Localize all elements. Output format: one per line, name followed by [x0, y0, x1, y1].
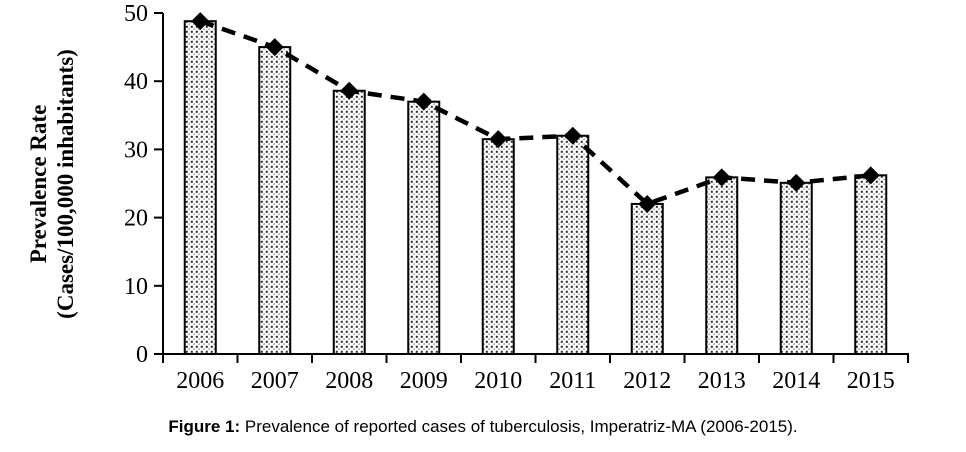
bar-2011 [556, 134, 590, 355]
x-tick-label: 2007 [251, 368, 299, 394]
x-tick-label: 2008 [325, 368, 373, 394]
plot-area: 0 10 20 30 40 50 2006 2007 2008 2009 2010 2011 2012 2… [124, 1, 909, 394]
y-axis-title-line1: Prevalence Rate [26, 104, 51, 264]
x-tick-label: 2015 [847, 368, 895, 394]
chart-canvas: 0 10 20 30 40 50 2006 2007 2008 2009 2010 2011 2012 2… [124, 1, 909, 394]
x-tick-label: 2013 [698, 368, 746, 394]
y-tick-label: 20 [124, 206, 148, 232]
marker-diamond-2012 [638, 194, 657, 213]
bar-2013 [705, 176, 739, 355]
bar-2014 [779, 181, 813, 355]
marker-diamond-2010 [489, 130, 508, 149]
figure-caption: Figure 1: Prevalence of reported cases o… [0, 417, 966, 437]
x-tick-label: 2010 [474, 368, 522, 394]
marker-diamond-2015 [861, 166, 880, 185]
x-tick-label: 2014 [772, 368, 820, 394]
y-axis-title: Prevalence Rate (Cases/100,000 inhabitan… [25, 49, 79, 319]
x-tick-label: 2006 [176, 368, 224, 394]
y-axis-title-line2: (Cases/100,000 inhabitants) [53, 49, 78, 319]
trend-line [199, 19, 871, 207]
bar-2009 [407, 100, 441, 355]
x-tick-label: 2009 [400, 368, 448, 394]
marker-diamond-2011 [563, 126, 582, 145]
marker-diamond-2008 [340, 81, 359, 100]
figure-caption-label: Figure 1: [168, 417, 241, 436]
figure-caption-text: Prevalence of reported cases of tubercul… [240, 417, 798, 436]
marker-diamond-2013 [712, 168, 731, 187]
bar-2012 [630, 202, 664, 355]
marker-diamond-2006 [191, 12, 210, 31]
marker-diamond-2007 [265, 38, 284, 57]
x-tick-label: 2012 [623, 368, 671, 394]
bar-2015 [854, 174, 888, 355]
bar-2006 [183, 20, 217, 356]
y-tick-label: 0 [136, 342, 148, 368]
marker-diamond-2014 [787, 173, 806, 192]
bar-2007 [258, 46, 292, 355]
y-tick-label: 10 [124, 274, 148, 300]
bar-2008 [332, 89, 366, 356]
bar-2010 [481, 138, 515, 355]
y-tick-label: 30 [124, 137, 148, 163]
y-tick-label: 40 [124, 69, 148, 95]
y-tick-label: 50 [124, 1, 148, 27]
marker-diamond-2009 [414, 92, 433, 111]
x-tick-label: 2011 [549, 368, 596, 394]
